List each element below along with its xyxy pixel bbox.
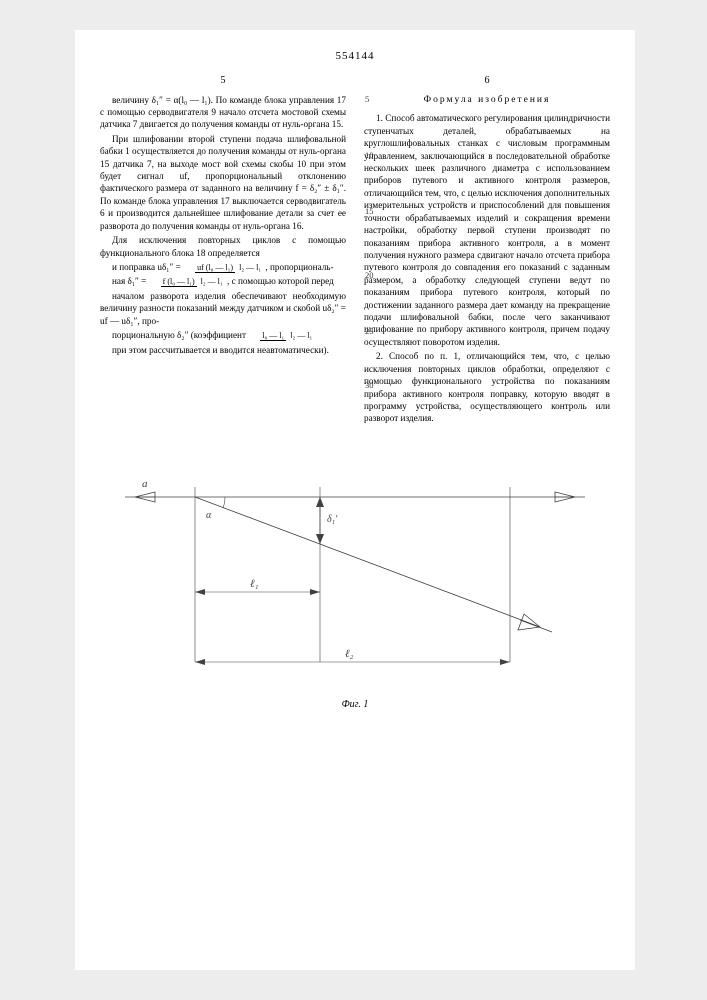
paragraph: началом разворота изделия обеспечивают н…	[100, 290, 346, 327]
length-label-l1: ℓ₁	[250, 578, 259, 590]
claim-paragraph: 2. Способ по п. 1, отличающийся тем, что…	[364, 350, 610, 425]
fraction: uf (l₀ — l₁) l₂ — l₁	[183, 264, 263, 272]
paragraph: Для исключения повторных циклов с помощь…	[100, 234, 346, 259]
paragraph: При шлифовании второй ступени подача шли…	[100, 133, 346, 232]
paragraph-formula: порциональную δ₂″ (коэффициент l₀ — l₁ l…	[100, 329, 346, 341]
patent-number: 554144	[100, 50, 610, 62]
text-fragment: , с помощью которой перед	[227, 276, 334, 286]
page-container: 554144 5 10 15 20 25 30 5 величину δ₁″ =…	[75, 30, 635, 970]
line-marker: 5	[365, 95, 369, 104]
length-label-l2: ℓ₂	[345, 648, 354, 660]
fraction: l₀ — l₁ l₂ — l₁	[248, 332, 314, 340]
text-fragment: ная δ₁″ =	[112, 276, 149, 286]
two-column-layout: 5 величину δ₁″ = α(l₀ — l₁). По команде …	[100, 74, 610, 427]
text-fragment: , пропорциональ-	[265, 262, 333, 272]
line-marker: 20	[365, 271, 374, 280]
angle-label-alpha: α	[206, 510, 212, 521]
text-fragment: порциональную δ₂″ (коэффициент	[112, 330, 248, 340]
numerator: l₀ — l₁	[260, 331, 286, 341]
column-page-number: 5	[100, 74, 346, 88]
line-marker: 25	[365, 327, 374, 336]
left-column: 5 величину δ₁″ = α(l₀ — l₁). По команде …	[100, 74, 346, 427]
paragraph-formula: ная δ₁″ = f (l₀ — l₁) l₂ — l₁ , с помощь…	[100, 275, 346, 287]
axis-label-a: a	[142, 478, 148, 490]
column-page-number: 6	[364, 74, 610, 88]
denominator: l₂ — l₁	[288, 331, 314, 340]
paragraph: величину δ₁″ = α(l₀ — l₁). По команде бл…	[100, 94, 346, 131]
fraction: f (l₀ — l₁) l₂ — l₁	[149, 278, 225, 286]
line-marker: 15	[365, 207, 374, 216]
paragraph-formula: и поправка uδ₁″ = uf (l₀ — l₁) l₂ — l₁ ,…	[100, 261, 346, 273]
paragraph: при этом рассчитывается и вводится неавт…	[100, 344, 346, 356]
figure-diagram: a α δ₁′ ℓ₁ ℓ₂ Фиг. 1	[100, 452, 610, 692]
denominator: l₂ — l₁	[199, 277, 225, 286]
figure-svg: a α δ₁′ ℓ₁ ℓ₂	[100, 452, 610, 692]
formula-title: Формула изобретения	[364, 94, 610, 107]
text-fragment: и поправка uδ₁″ =	[112, 262, 183, 272]
right-column: 6 Формула изобретения 1. Способ автомати…	[364, 74, 610, 427]
claim-paragraph: 1. Способ автоматического регулирования …	[364, 112, 610, 348]
line-marker: 10	[365, 151, 374, 160]
line-marker: 30	[365, 381, 374, 390]
numerator: f (l₀ — l₁)	[161, 277, 197, 287]
denominator: l₂ — l₁	[237, 263, 263, 272]
delta-label: δ₁′	[327, 514, 338, 525]
figure-caption: Фиг. 1	[100, 699, 610, 710]
numerator: uf (l₀ — l₁)	[195, 263, 235, 273]
